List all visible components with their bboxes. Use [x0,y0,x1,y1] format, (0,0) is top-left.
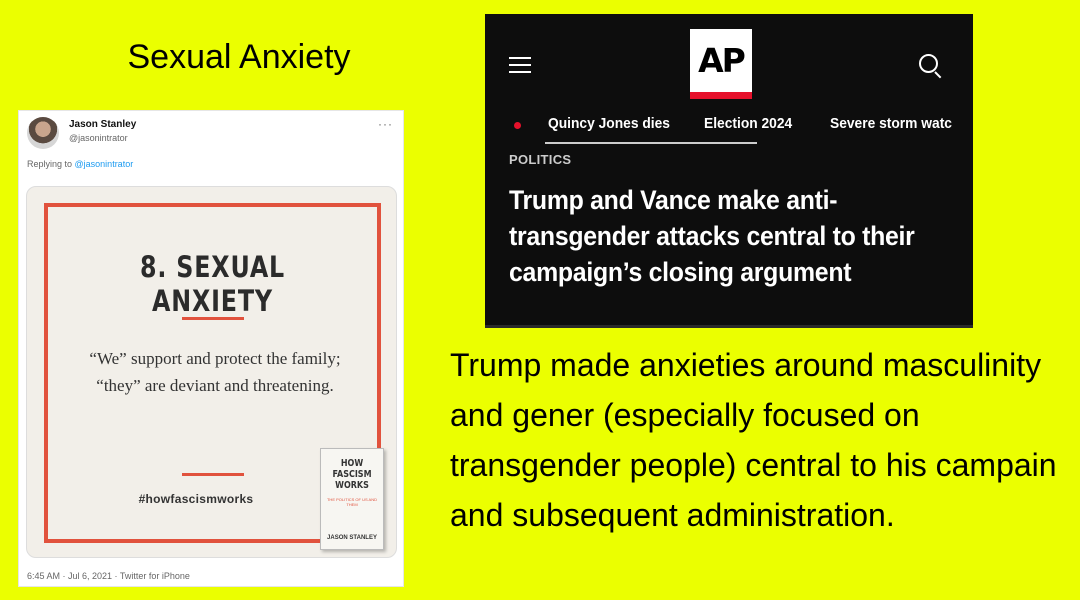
nav-active-underline [545,142,757,144]
tweet-author-name[interactable]: Jason Stanley [69,119,137,130]
tweet-timestamp[interactable]: 6:45 AM · Jul 6, 2021 · Twitter for iPho… [27,571,190,581]
nav-item-election-2024[interactable]: Election 2024 [704,115,793,132]
book-author: JASON STANLEY [327,535,377,541]
avatar[interactable] [27,117,59,149]
book-cover-image: HOW FASCISM WORKS THE POLITICS OF US AND… [320,448,384,550]
slide-body-text: Trump made anxieties around masculinity … [450,347,1057,533]
ap-topic-nav: Quincy Jones dies Election 2024 Severe s… [485,110,973,150]
card-divider-top [181,317,244,320]
book-title-line-2: FASCISM [332,469,372,480]
card-frame: 8. SEXUAL ANXIETY “We” support and prote… [44,203,381,543]
nav-item-quincy-jones[interactable]: Quincy Jones dies [548,115,670,132]
tweet-screenshot: Jason Stanley @jasonintrator ··· Replyin… [18,110,404,587]
book-title-line-1: HOW [340,458,364,469]
book-subtitle: THE POLITICS OF US AND THEM [326,497,377,507]
reply-context: Replying to @jasonintrator [27,159,133,169]
nav-item-severe-storm[interactable]: Severe storm watc [830,115,952,132]
reply-prefix: Replying to [27,159,75,169]
card-heading: 8. SEXUAL ANXIETY [139,250,286,318]
article-section[interactable]: POLITICS [509,152,572,167]
book-title-line-3: WORKS [335,480,369,491]
card-quote: “We” support and protect the family; “th… [89,349,341,395]
article-headline[interactable]: Trump and Vance make anti-transgender at… [509,185,915,287]
ap-news-screenshot: AP Quincy Jones dies Election 2024 Sever… [485,14,973,328]
ap-logo-text: AP [698,41,746,80]
tweet-author-handle[interactable]: @jasonintrator [69,133,128,143]
article-image-edge [485,325,973,328]
search-icon[interactable] [917,52,943,80]
ap-logo[interactable]: AP [690,29,752,99]
tweet-header: Jason Stanley @jasonintrator ··· [27,117,397,153]
ap-logo-red-bar [690,92,752,99]
card-hashtag: #howfascismworks [138,492,254,506]
live-dot-icon [514,122,521,129]
card-divider-bottom [181,473,244,476]
more-options-icon[interactable]: ··· [378,117,393,131]
slide-title: Sexual Anxiety [127,38,351,76]
hamburger-menu-icon[interactable] [509,57,531,73]
tweet-image-card[interactable]: 8. SEXUAL ANXIETY “We” support and prote… [26,186,397,558]
reply-handle-link[interactable]: @jasonintrator [74,159,134,169]
